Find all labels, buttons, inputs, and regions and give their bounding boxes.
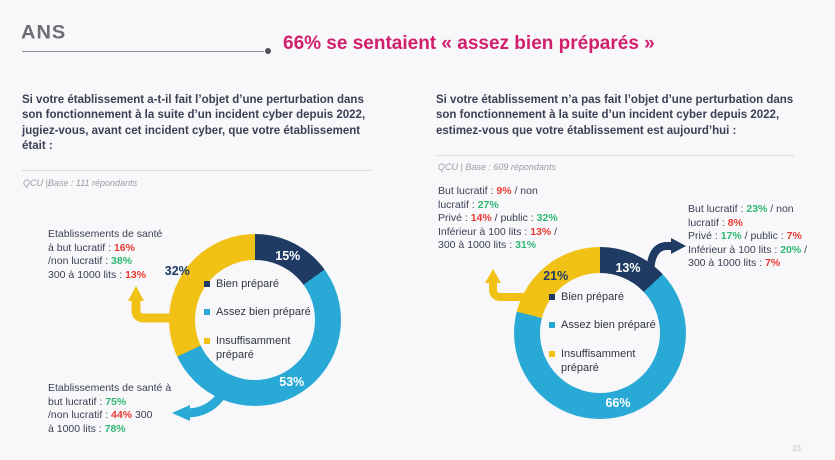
annotation-left-top: Etablissements de santé à but lucratif : …	[48, 228, 162, 282]
slice-label: 21%	[543, 268, 569, 283]
legend-item: Bien préparé	[549, 291, 624, 305]
chart-legend: Bien préparé Assez bien préparé Insuffis…	[540, 273, 660, 393]
legend-item: Bien préparé	[204, 278, 279, 292]
annotation-line: Etablissements de santé à	[48, 382, 172, 394]
legend-label: Insuffisamment préparé	[561, 348, 636, 374]
legend-label: Assez bien préparé	[561, 319, 656, 332]
slice-label: 53%	[279, 375, 305, 390]
annotation-line: 300 à 1000 lits : 13%	[48, 268, 147, 281]
annotation-line: 300 à 1000 lits : 7%	[688, 257, 781, 269]
donut-hole	[540, 273, 660, 393]
legend-label: Assez bien préparé	[216, 306, 311, 319]
legend-bullet-icon	[204, 309, 210, 316]
annotation-line: Etablissements de santé	[48, 228, 163, 240]
chart-legend: Bien préparé Assez bien préparé Insuffis…	[195, 260, 315, 380]
annotation-left-bottom: Etablissements de santé à but lucratif : …	[48, 382, 171, 436]
annotation-line: but lucratif : 75%	[48, 395, 127, 408]
yellow-curved-arrow-up-icon	[485, 269, 530, 301]
navy-curved-arrow-right-icon	[646, 238, 686, 277]
legend-item: Insuffisamment préparé	[204, 335, 315, 363]
annotation-line: lucratif : 27%	[438, 198, 499, 211]
legend-bullet-icon	[204, 338, 210, 344]
left-base-note: QCU |Base : 111 répondants	[23, 178, 138, 188]
annotation-line: Privé : 17% / public : 7%	[688, 230, 802, 242]
annotation-line: Privé : 14% / public : 32%	[438, 212, 558, 224]
slide-title: 66% se sentaient « assez bien préparés »	[283, 33, 655, 54]
annotation-line: Inférieur à 100 lits : 20% /	[688, 243, 808, 256]
ans-logo: ANS	[21, 22, 67, 44]
legend-bullet-icon	[204, 280, 210, 287]
donut-chart-before-incident: Bien préparé Assez bien préparé Insuffis…	[165, 234, 341, 406]
legend-bullet-icon	[549, 322, 555, 329]
right-divider	[437, 155, 794, 156]
legend-label: Insuffisamment préparé	[216, 335, 291, 361]
legend-item: Insuffisamment préparé	[549, 348, 660, 376]
left-divider	[22, 170, 371, 171]
annotation-line: 300 à 1000 lits : 31%	[438, 239, 537, 251]
annotation-line: lucratif : 8%	[688, 216, 743, 229]
slice-label: 15%	[275, 248, 301, 263]
slice-label: 66%	[605, 395, 631, 410]
legend-label: Bien préparé	[216, 277, 279, 290]
donut-chart-today: Bien préparé Assez bien préparé Insuffis…	[514, 247, 686, 419]
annotation-line: à but lucratif : 16%	[48, 241, 135, 254]
annotation-line: Inférieur à 100 lits : 13% /	[438, 225, 558, 238]
annotation-line: /non lucratif : 44% 300	[48, 409, 153, 421]
slice-label: 32%	[164, 263, 190, 278]
slice-label: 13%	[615, 261, 641, 276]
legend-bullet-icon	[549, 293, 555, 300]
annotation-line: But lucratif : 9% / non	[438, 185, 538, 197]
left-question: Si votre établissement a-t-il fait l’obj…	[22, 94, 366, 152]
annotation-line: /non lucratif : 38%	[48, 255, 133, 267]
legend-bullet-icon	[549, 351, 555, 357]
right-question: Si votre établissement n’a pas fait l’ob…	[436, 94, 794, 137]
donut-hole	[195, 260, 315, 380]
annotation-right-right: But lucratif : 23% / non lucratif : 8% Pri…	[688, 203, 807, 271]
legend-item: Assez bien préparé	[549, 319, 656, 333]
blue-curved-arrow-left-icon	[172, 376, 234, 421]
header-rule-dot-icon	[265, 48, 271, 54]
annotation-line: à 1000 lits : 78%	[48, 422, 126, 435]
annotation-right-left: But lucratif : 9% / non lucratif : 27% Pri…	[438, 185, 558, 253]
page-number: 33	[792, 444, 801, 453]
right-base-note: QCU | Base : 609 répondants	[438, 162, 556, 172]
legend-label: Bien préparé	[561, 290, 624, 303]
legend-item: Assez bien préparé	[204, 306, 311, 320]
annotation-line: But lucratif : 23% / non	[688, 203, 794, 215]
yellow-curved-arrow-up-icon	[128, 286, 182, 323]
header-rule	[22, 51, 264, 52]
